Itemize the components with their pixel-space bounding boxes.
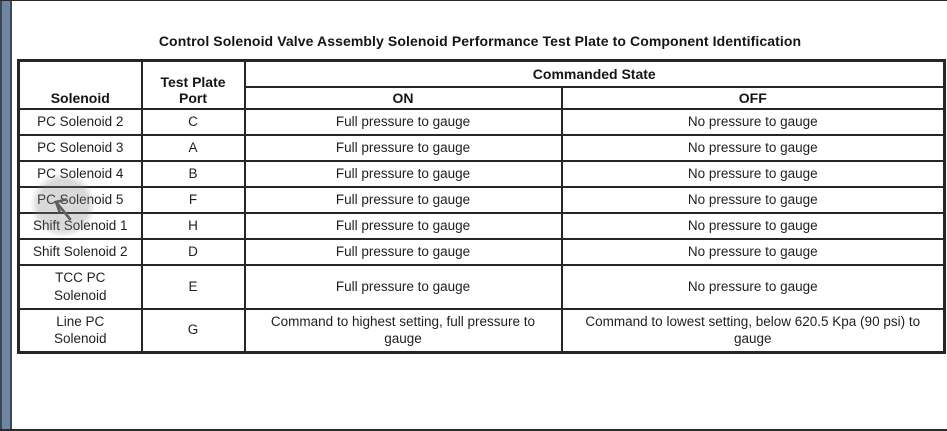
cell-on-state: Full pressure to gauge [243, 107, 563, 136]
cell-port: F [140, 185, 246, 214]
header-commanded-state: Commanded State [243, 59, 946, 88]
table-row: TCC PC Solenoid E Full pressure to gauge… [17, 263, 946, 310]
table-row: Shift Solenoid 2 D Full pressure to gaug… [17, 237, 946, 266]
table-row: PC Solenoid 5 F Full pressure to gauge N… [17, 185, 946, 214]
header-on: ON [243, 85, 563, 110]
header-row-on-off: ON OFF [19, 85, 946, 110]
cell-port: H [140, 211, 246, 240]
table-row: PC Solenoid 4 B Full pressure to gauge N… [17, 159, 946, 188]
table-row: Line PC Solenoid G Command to highest se… [17, 307, 946, 354]
window-edge-bar [0, 1, 12, 429]
cell-solenoid: Shift Solenoid 1 [17, 211, 143, 240]
cell-off-state: Command to lowest setting, below 620.5 K… [560, 307, 946, 354]
solenoid-performance-table: Solenoid Test Plate Port Commanded State… [17, 59, 947, 354]
cell-port: C [140, 107, 246, 136]
header-solenoid: Solenoid [17, 59, 143, 110]
cell-port: G [140, 307, 246, 354]
cell-on-state: Full pressure to gauge [243, 211, 563, 240]
cell-solenoid: PC Solenoid 4 [17, 159, 143, 188]
table-row: Shift Solenoid 1 H Full pressure to gaug… [17, 211, 946, 240]
cell-off-state: No pressure to gauge [560, 107, 946, 136]
header-test-plate-port: Test Plate Port [140, 59, 246, 110]
header-off: OFF [560, 85, 946, 110]
cell-on-state: Full pressure to gauge [243, 133, 563, 162]
cell-off-state: No pressure to gauge [560, 185, 946, 214]
cell-port: E [140, 263, 246, 310]
cell-off-state: No pressure to gauge [560, 237, 946, 266]
cell-off-state: No pressure to gauge [560, 159, 946, 188]
table-title: Control Solenoid Valve Assembly Solenoid… [158, 33, 802, 49]
cell-on-state: Command to highest setting, full pressur… [243, 307, 563, 354]
cell-off-state: No pressure to gauge [560, 211, 946, 240]
cell-solenoid: PC Solenoid 5 [17, 185, 143, 214]
cell-port: A [140, 133, 246, 162]
cell-port: D [140, 237, 246, 266]
cell-off-state: No pressure to gauge [560, 133, 946, 162]
cell-on-state: Full pressure to gauge [243, 263, 563, 310]
cell-off-state: No pressure to gauge [560, 263, 946, 310]
cell-solenoid: PC Solenoid 2 [17, 107, 143, 136]
cell-solenoid: TCC PC Solenoid [17, 263, 143, 310]
header-row-commanded-state: Solenoid Test Plate Port Commanded State [17, 59, 946, 110]
cell-solenoid: Line PC Solenoid [17, 307, 143, 354]
cell-on-state: Full pressure to gauge [243, 237, 563, 266]
table-row: PC Solenoid 3 A Full pressure to gauge N… [17, 133, 946, 162]
table-row: PC Solenoid 2 C Full pressure to gauge N… [17, 107, 946, 136]
cell-on-state: Full pressure to gauge [243, 159, 563, 188]
cell-solenoid: Shift Solenoid 2 [17, 237, 143, 266]
cell-port: B [140, 159, 246, 188]
cell-solenoid: PC Solenoid 3 [17, 133, 143, 162]
cell-on-state: Full pressure to gauge [243, 185, 563, 214]
